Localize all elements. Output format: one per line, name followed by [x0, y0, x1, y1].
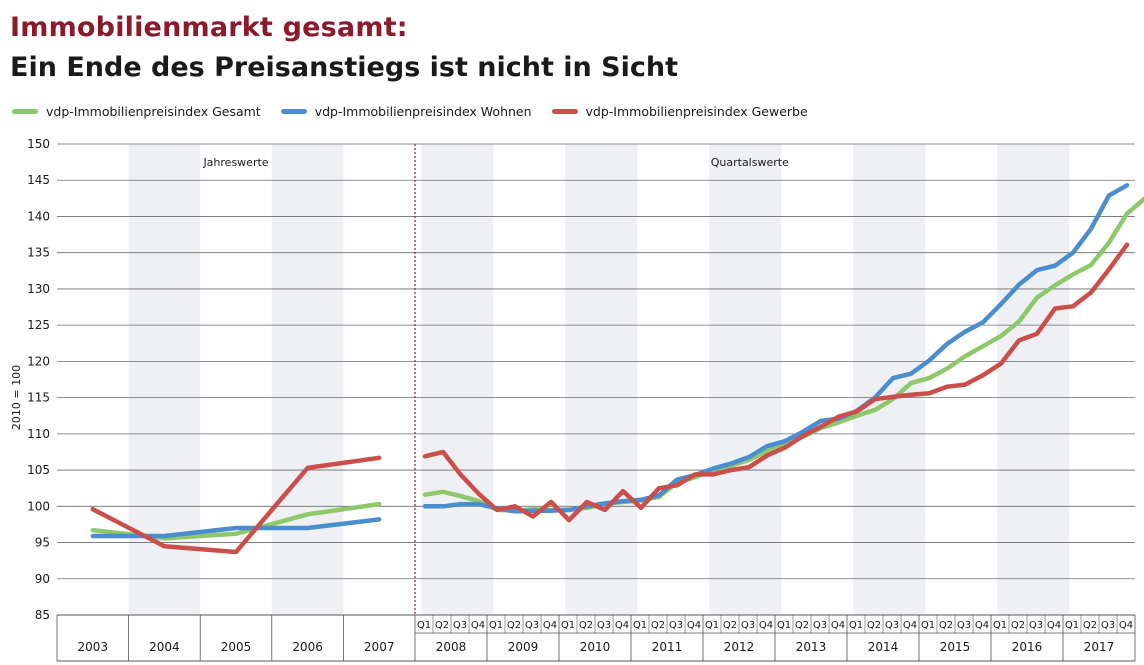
x-quarter-label: Q3: [453, 620, 467, 631]
x-quarter-label: Q3: [957, 620, 971, 631]
x-quarter-label: Q4: [615, 620, 629, 631]
x-quarter-label: Q2: [1083, 620, 1097, 631]
legend-item-wohnen: vdp-Immobilienpreisindex Wohnen: [280, 104, 532, 119]
x-quarter-label: Q4: [975, 620, 989, 631]
annotation-quarterly: Quartalswerte: [711, 156, 789, 169]
x-quarter-label: Q1: [921, 620, 935, 631]
x-quarter-label: Q2: [507, 620, 521, 631]
legend-label-wohnen: vdp-Immobilienpreisindex Wohnen: [314, 104, 532, 119]
x-quarter-label: Q2: [939, 620, 953, 631]
year-band-2012: [709, 144, 782, 615]
x-year-label-2004: 2004: [149, 640, 180, 654]
annotation-annual: Jahreswerte: [202, 156, 268, 169]
x-quarter-label: Q1: [489, 620, 503, 631]
x-quarter-label: Q1: [417, 620, 431, 631]
series-line-annual-gewerbe: [90, 455, 382, 555]
x-quarter-label: Q2: [435, 620, 449, 631]
legend-swatch-gesamt: [12, 109, 38, 114]
legend-item-gewerbe: vdp-Immobilienpreisindex Gewerbe: [551, 104, 808, 119]
x-quarter-label: Q1: [849, 620, 863, 631]
legend-label-gewerbe: vdp-Immobilienpreisindex Gewerbe: [585, 104, 808, 119]
x-year-label-2016: 2016: [1012, 640, 1043, 654]
x-quarter-label: Q4: [1047, 620, 1061, 631]
x-quarter-label: Q4: [759, 620, 773, 631]
x-quarter-label: Q4: [543, 620, 557, 631]
chart-subtitle: Ein Ende des Preisanstiegs ist nicht in …: [10, 52, 679, 83]
y-tick-label: 135: [27, 246, 50, 260]
x-year-label-2014: 2014: [868, 640, 899, 654]
x-quarter-label: Q1: [561, 620, 575, 631]
year-band-2016: [997, 144, 1070, 615]
y-tick-label: 95: [35, 536, 50, 550]
x-year-label-2007: 2007: [364, 640, 395, 654]
x-quarter-label: Q1: [1065, 620, 1079, 631]
y-tick-label: 145: [27, 173, 50, 187]
x-quarter-label: Q3: [741, 620, 755, 631]
series-line-quarterly-gewerbe: [422, 242, 1130, 523]
x-quarter-label: Q2: [795, 620, 809, 631]
x-year-label-2006: 2006: [292, 640, 323, 654]
x-quarter-label: Q4: [471, 620, 485, 631]
y-tick-label: 120: [27, 354, 50, 368]
x-year-label-2017: 2017: [1084, 640, 1115, 654]
x-year-label-2003: 2003: [78, 640, 109, 654]
x-year-label-2013: 2013: [796, 640, 827, 654]
x-quarter-label: Q2: [651, 620, 665, 631]
x-year-label-2008: 2008: [436, 640, 467, 654]
x-year-label-2012: 2012: [724, 640, 755, 654]
y-axis-label: 2010 = 100: [10, 365, 23, 430]
x-quarter-label: Q1: [777, 620, 791, 631]
x-quarter-label: Q4: [903, 620, 917, 631]
x-quarter-label: Q2: [1011, 620, 1025, 631]
x-quarter-label: Q4: [1119, 620, 1133, 631]
x-year-label-2005: 2005: [221, 640, 252, 654]
x-quarter-label: Q1: [633, 620, 647, 631]
x-year-label-2015: 2015: [940, 640, 971, 654]
year-band-2008: [421, 144, 494, 615]
x-quarter-label: Q3: [885, 620, 899, 631]
x-quarter-label: Q4: [687, 620, 701, 631]
x-quarter-label: Q4: [831, 620, 845, 631]
y-tick-label: 90: [35, 572, 50, 586]
legend-swatch-wohnen: [280, 109, 307, 114]
y-tick-label: 125: [27, 318, 50, 332]
x-year-label-2011: 2011: [652, 640, 683, 654]
y-tick-label: 115: [27, 391, 50, 405]
y-tick-label: 100: [27, 499, 50, 513]
x-year-label-2009: 2009: [508, 640, 539, 654]
x-quarter-label: Q2: [723, 620, 737, 631]
y-tick-label: 130: [27, 282, 50, 296]
y-tick-label: 105: [27, 463, 50, 477]
x-quarter-label: Q3: [1029, 620, 1043, 631]
legend-swatch-gewerbe: [551, 109, 578, 114]
x-quarter-label: Q1: [993, 620, 1007, 631]
x-quarter-label: Q2: [579, 620, 593, 631]
legend-label-gesamt: vdp-Immobilienpreisindex Gesamt: [46, 104, 261, 119]
x-quarter-label: Q3: [669, 620, 683, 631]
year-band-2006: [271, 144, 344, 615]
x-quarter-label: Q3: [597, 620, 611, 631]
x-year-label-2010: 2010: [580, 640, 611, 654]
chart-title: Immobilienmarkt gesamt:: [10, 12, 408, 43]
x-quarter-label: Q3: [525, 620, 539, 631]
legend-item-gesamt: vdp-Immobilienpreisindex Gesamt: [12, 104, 261, 119]
y-tick-label: 85: [35, 608, 50, 622]
x-quarter-label: Q3: [813, 620, 827, 631]
x-quarter-label: Q3: [1101, 620, 1115, 631]
y-tick-label: 150: [27, 137, 50, 151]
x-quarter-label: Q1: [705, 620, 719, 631]
chart-legend: vdp-Immobilienpreisindex Gesamt vdp-Immo…: [12, 104, 808, 119]
year-band-2010: [565, 144, 638, 615]
y-tick-label: 140: [27, 209, 50, 223]
x-quarter-label: Q2: [867, 620, 881, 631]
y-tick-label: 110: [27, 427, 50, 441]
